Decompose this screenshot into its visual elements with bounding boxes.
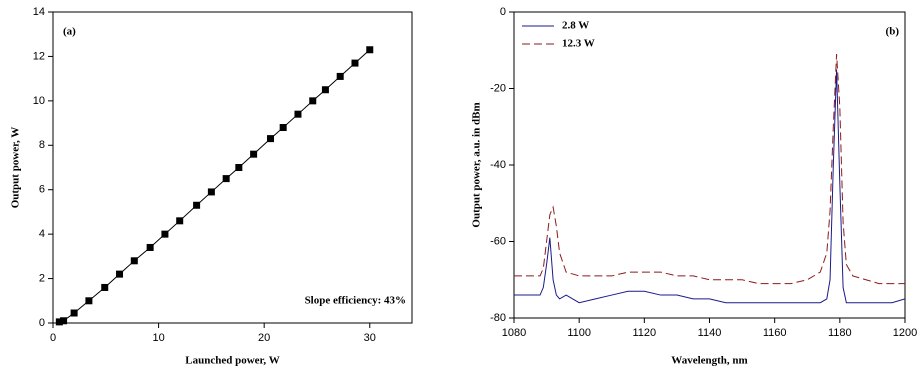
y-tick-label: 0	[39, 317, 45, 329]
x-tick-label: 1140	[698, 327, 722, 339]
y-axis-title: Output power, a.u. in dBm	[471, 102, 483, 227]
x-tick-label: 1080	[502, 327, 526, 339]
marker	[336, 72, 344, 80]
marker	[101, 283, 109, 291]
marker	[321, 86, 329, 94]
marker	[222, 175, 230, 183]
legend-label: 12.3 W	[562, 38, 595, 50]
y-tick-label: -40	[490, 159, 506, 171]
series-line	[514, 54, 905, 285]
y-axis-title: Output power, W	[10, 127, 22, 209]
x-tick-label: 1100	[567, 327, 591, 339]
marker	[351, 59, 359, 67]
marker	[116, 270, 124, 278]
marker	[267, 135, 275, 143]
y-tick-label: 8	[39, 139, 45, 151]
series-line	[514, 69, 906, 304]
marker	[130, 257, 138, 265]
x-tick-label: 1180	[828, 327, 852, 339]
marker	[250, 150, 258, 158]
y-tick-label: -20	[490, 82, 506, 94]
marker	[176, 217, 184, 225]
marker	[279, 124, 287, 132]
marker	[161, 230, 169, 238]
y-tick-label: -80	[490, 312, 506, 324]
x-tick-label: 0	[50, 332, 56, 344]
x-axis-title: Launched power, W	[185, 355, 279, 367]
y-tick-label: 4	[39, 228, 45, 240]
marker	[207, 188, 215, 196]
y-tick-label: 0	[500, 6, 506, 18]
x-tick-label: 1160	[763, 327, 787, 339]
x-tick-label: 30	[364, 332, 376, 344]
panel-label: (a)	[63, 26, 76, 38]
x-tick-label: 1120	[633, 327, 657, 339]
annotation: Slope efficiency: 43%	[305, 295, 406, 307]
y-tick-label: 10	[33, 95, 45, 107]
x-tick-label: 10	[152, 332, 164, 344]
panel-label: (b)	[886, 26, 900, 38]
y-tick-label: -60	[490, 235, 506, 247]
x-tick-label: 20	[258, 332, 270, 344]
marker	[294, 110, 302, 118]
marker	[193, 201, 201, 209]
plot-frame	[52, 11, 413, 324]
y-tick-label: 12	[33, 50, 45, 62]
y-tick-label: 2	[39, 272, 45, 284]
marker	[235, 164, 243, 171]
marker	[85, 297, 93, 305]
legend-label: 2.8 W	[562, 20, 589, 32]
marker	[146, 243, 154, 251]
marker	[70, 309, 78, 317]
marker	[60, 317, 68, 325]
marker	[55, 318, 63, 326]
y-tick-label: 6	[39, 184, 45, 196]
y-tick-label: 14	[33, 6, 45, 18]
x-axis-title: Wavelength, nm	[671, 355, 747, 367]
plot-frame	[513, 11, 906, 319]
marker	[309, 97, 317, 105]
marker	[366, 46, 374, 54]
x-tick-label: 1200	[893, 327, 917, 339]
